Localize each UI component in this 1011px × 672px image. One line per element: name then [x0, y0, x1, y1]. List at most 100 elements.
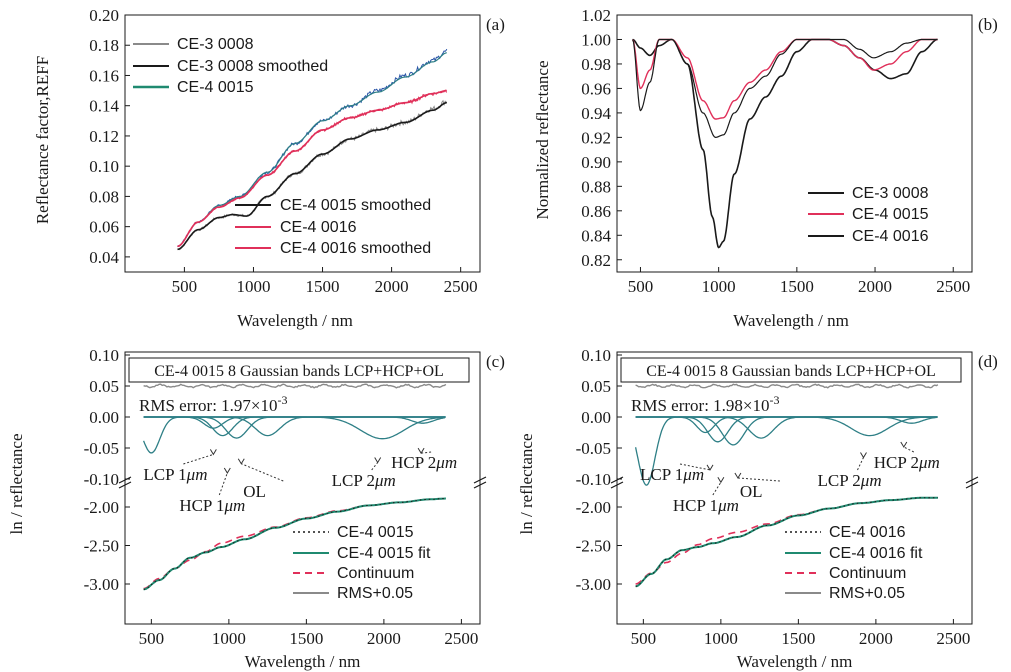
panel-d-xtick-label: 500	[631, 629, 657, 648]
legend-label: CE-4 0015	[177, 79, 254, 96]
annotation-leader	[679, 463, 711, 471]
rms-error-text: RMS error: 1.97×10	[139, 396, 278, 415]
annotation-arrowhead	[717, 477, 725, 484]
gaussian-band-2	[635, 416, 937, 443]
band-annotation: HCP 2μm	[391, 453, 457, 472]
panel-d-upper-ytick-label: 0.00	[581, 408, 611, 427]
band-annotation-name: HCP 1	[673, 496, 718, 515]
annotation-leader	[218, 472, 228, 496]
annotation-arrowhead	[734, 472, 742, 479]
gaussian-band-3	[635, 416, 937, 446]
panel-c-upper-ytick-label: 0.00	[89, 408, 119, 427]
panel-label: (d)	[978, 352, 998, 371]
axis-break-mark	[473, 481, 487, 489]
legend-label: RMS+0.05	[337, 585, 413, 602]
panel-d-xtick-label: 1000	[704, 629, 738, 648]
panel-d-xtick-label: 2000	[859, 629, 893, 648]
annotation-arrowhead	[706, 464, 714, 471]
axis-break-mark	[965, 481, 979, 489]
series-line-1	[631, 38, 938, 120]
annotation-arrowhead	[374, 457, 382, 464]
panel-d-upper-ytick-label: -0.05	[576, 439, 611, 458]
panel-d-lower-ytick-label: -3.00	[576, 575, 611, 594]
panel-c: CE-4 0015 8 Gaussian bands LCP+HCP+OL RMS…	[7, 346, 505, 671]
band-annotation-name: LCP 2	[817, 471, 860, 490]
x-axis-title: Wavelength / nm	[237, 311, 353, 330]
title-box-text: CE-4 0015 8 Gaussian bands LCP+HCP+OL	[154, 363, 444, 380]
axis-break-mark	[610, 481, 624, 489]
panel-c-upper-ytick-label: -0.05	[84, 439, 119, 458]
rms-error-text: RMS error: 1.98×10	[631, 396, 770, 415]
plot-frame	[124, 14, 481, 273]
panel-d-upper-ytick-label: 0.05	[581, 377, 611, 396]
series-line-2	[632, 38, 938, 139]
panel-c-xtick-label: 2500	[444, 629, 478, 648]
axis-break-mark	[118, 476, 132, 484]
band-annotation-name: LCP 2	[332, 471, 375, 490]
legend-label: CE-4 0015 fit	[337, 545, 431, 562]
a-ytick-label: 0.04	[89, 248, 119, 267]
band-annotation: HCP 1μm	[179, 496, 245, 515]
band-annotation: LCP 1μm	[143, 465, 207, 484]
band-annotation: OL	[243, 482, 266, 501]
panel-c-xtick-label: 1500	[289, 629, 323, 648]
rms-error-exponent: -3	[278, 393, 288, 407]
band-annotation: LCP 2μm	[332, 471, 396, 490]
a-ytick-label: 0.08	[89, 187, 119, 206]
a-ytick-label: 0.06	[89, 218, 119, 237]
legend-label: CE-4 0016 fit	[829, 545, 923, 562]
annotation-arrowhead	[860, 452, 867, 459]
panel-b: 500 1000 1500 2000 2500 0.82 0.84 0.86 0.88 0.90 0…	[533, 6, 998, 330]
a-ytick-label: 0.20	[89, 6, 119, 25]
band-annotation-name: OL	[740, 482, 763, 501]
band-annotation-name: LCP 1	[640, 465, 683, 484]
b-ytick-label: 0.88	[581, 177, 611, 196]
panel-d-lower-ytick-label: -2.00	[576, 498, 611, 517]
series-line-5	[177, 89, 447, 248]
annotation-arrowhead	[223, 467, 231, 474]
b-ytick-label: 0.82	[581, 251, 611, 270]
x-axis-title: Wavelength / nm	[245, 652, 361, 671]
gaussian-band-5	[143, 416, 446, 440]
gaussian-band-3	[143, 416, 445, 439]
a-xtick-label: 1000	[236, 277, 270, 296]
band-annotation: OL	[740, 482, 763, 501]
annotation-arrowhead	[900, 441, 908, 448]
legend-label: RMS+0.05	[829, 585, 905, 602]
panel-a: 500 1000 1500 2000 2500 0.04 0.06 0.08 0.10 0.12 0…	[33, 6, 505, 330]
rms-error-label: RMS error: 1.97×10-3	[139, 393, 288, 415]
spectrum-line	[143, 498, 446, 590]
panel-label: (c)	[486, 352, 505, 371]
band-annotation-unit: μm	[717, 496, 739, 515]
b-ytick-label: 0.92	[581, 128, 611, 147]
annotation-leader	[183, 453, 214, 465]
band-annotation-name: LCP 1	[143, 465, 186, 484]
panel-label: (a)	[486, 15, 505, 34]
rms-line	[143, 383, 447, 389]
band-annotation: HCP 1μm	[673, 496, 739, 515]
axis-break-mark	[473, 476, 487, 484]
b-ytick-label: 0.86	[581, 202, 611, 221]
panel-d: CE-4 0015 8 Gaussian bands LCP+HCP+OL RMS…	[517, 346, 998, 671]
a-ytick-label: 0.16	[89, 66, 119, 85]
panel-c-lower-ytick-label: -2.50	[84, 537, 119, 556]
a-xtick-label: 1500	[306, 277, 340, 296]
band-annotation: HCP 2μm	[874, 453, 940, 472]
gaussian-band-0	[142, 416, 445, 454]
b-xtick-label: 2500	[936, 277, 970, 296]
annotation-leader	[737, 477, 780, 482]
panel-label: (b)	[978, 15, 998, 34]
b-xtick-label: 500	[628, 277, 654, 296]
axis-break-mark	[965, 476, 979, 484]
band-annotation-name: HCP 1	[179, 496, 224, 515]
plot-frame	[616, 14, 973, 273]
legend-label: CE-3 0008	[852, 185, 929, 202]
b-ytick-label: 1.00	[581, 30, 611, 49]
a-xtick-label: 2000	[375, 277, 409, 296]
plot-frame	[124, 351, 481, 625]
a-xtick-label: 500	[172, 277, 198, 296]
b-xtick-label: 2000	[858, 277, 892, 296]
annotation-arrowhead	[237, 458, 245, 465]
spectrum-line	[635, 497, 938, 587]
